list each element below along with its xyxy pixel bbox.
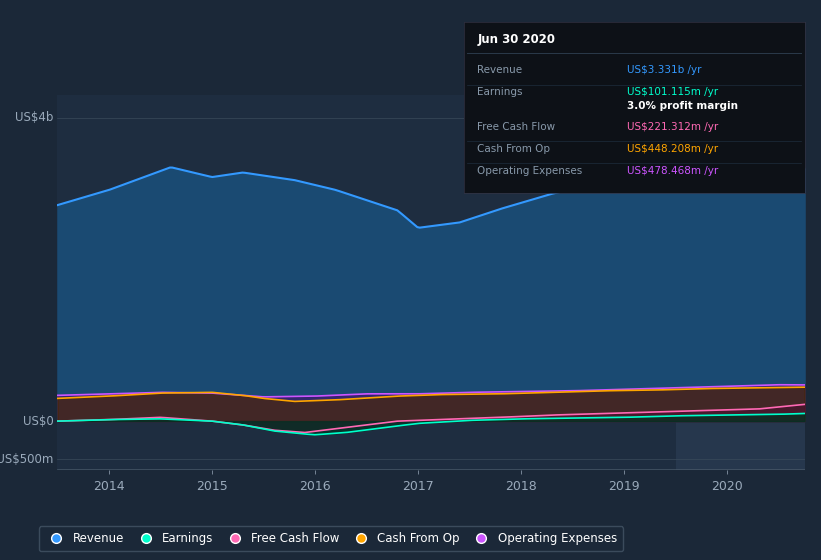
Text: US$478.468m /yr: US$478.468m /yr xyxy=(627,166,718,176)
Text: Cash From Op: Cash From Op xyxy=(478,144,551,154)
Text: US$101.115m /yr: US$101.115m /yr xyxy=(627,87,718,97)
Text: 3.0% profit margin: 3.0% profit margin xyxy=(627,101,738,111)
Text: -US$500m: -US$500m xyxy=(0,452,53,465)
Text: Free Cash Flow: Free Cash Flow xyxy=(478,122,556,132)
Text: Jun 30 2020: Jun 30 2020 xyxy=(478,33,556,46)
Bar xyxy=(676,95,805,470)
Text: US$3.331b /yr: US$3.331b /yr xyxy=(627,65,702,75)
Text: US$221.312m /yr: US$221.312m /yr xyxy=(627,122,718,132)
Text: Earnings: Earnings xyxy=(478,87,523,97)
Text: Operating Expenses: Operating Expenses xyxy=(478,166,583,176)
Text: US$4b: US$4b xyxy=(16,111,53,124)
Text: Revenue: Revenue xyxy=(478,65,523,75)
Legend: Revenue, Earnings, Free Cash Flow, Cash From Op, Operating Expenses: Revenue, Earnings, Free Cash Flow, Cash … xyxy=(39,526,623,551)
Text: US$448.208m /yr: US$448.208m /yr xyxy=(627,144,718,154)
Text: US$0: US$0 xyxy=(23,414,53,428)
